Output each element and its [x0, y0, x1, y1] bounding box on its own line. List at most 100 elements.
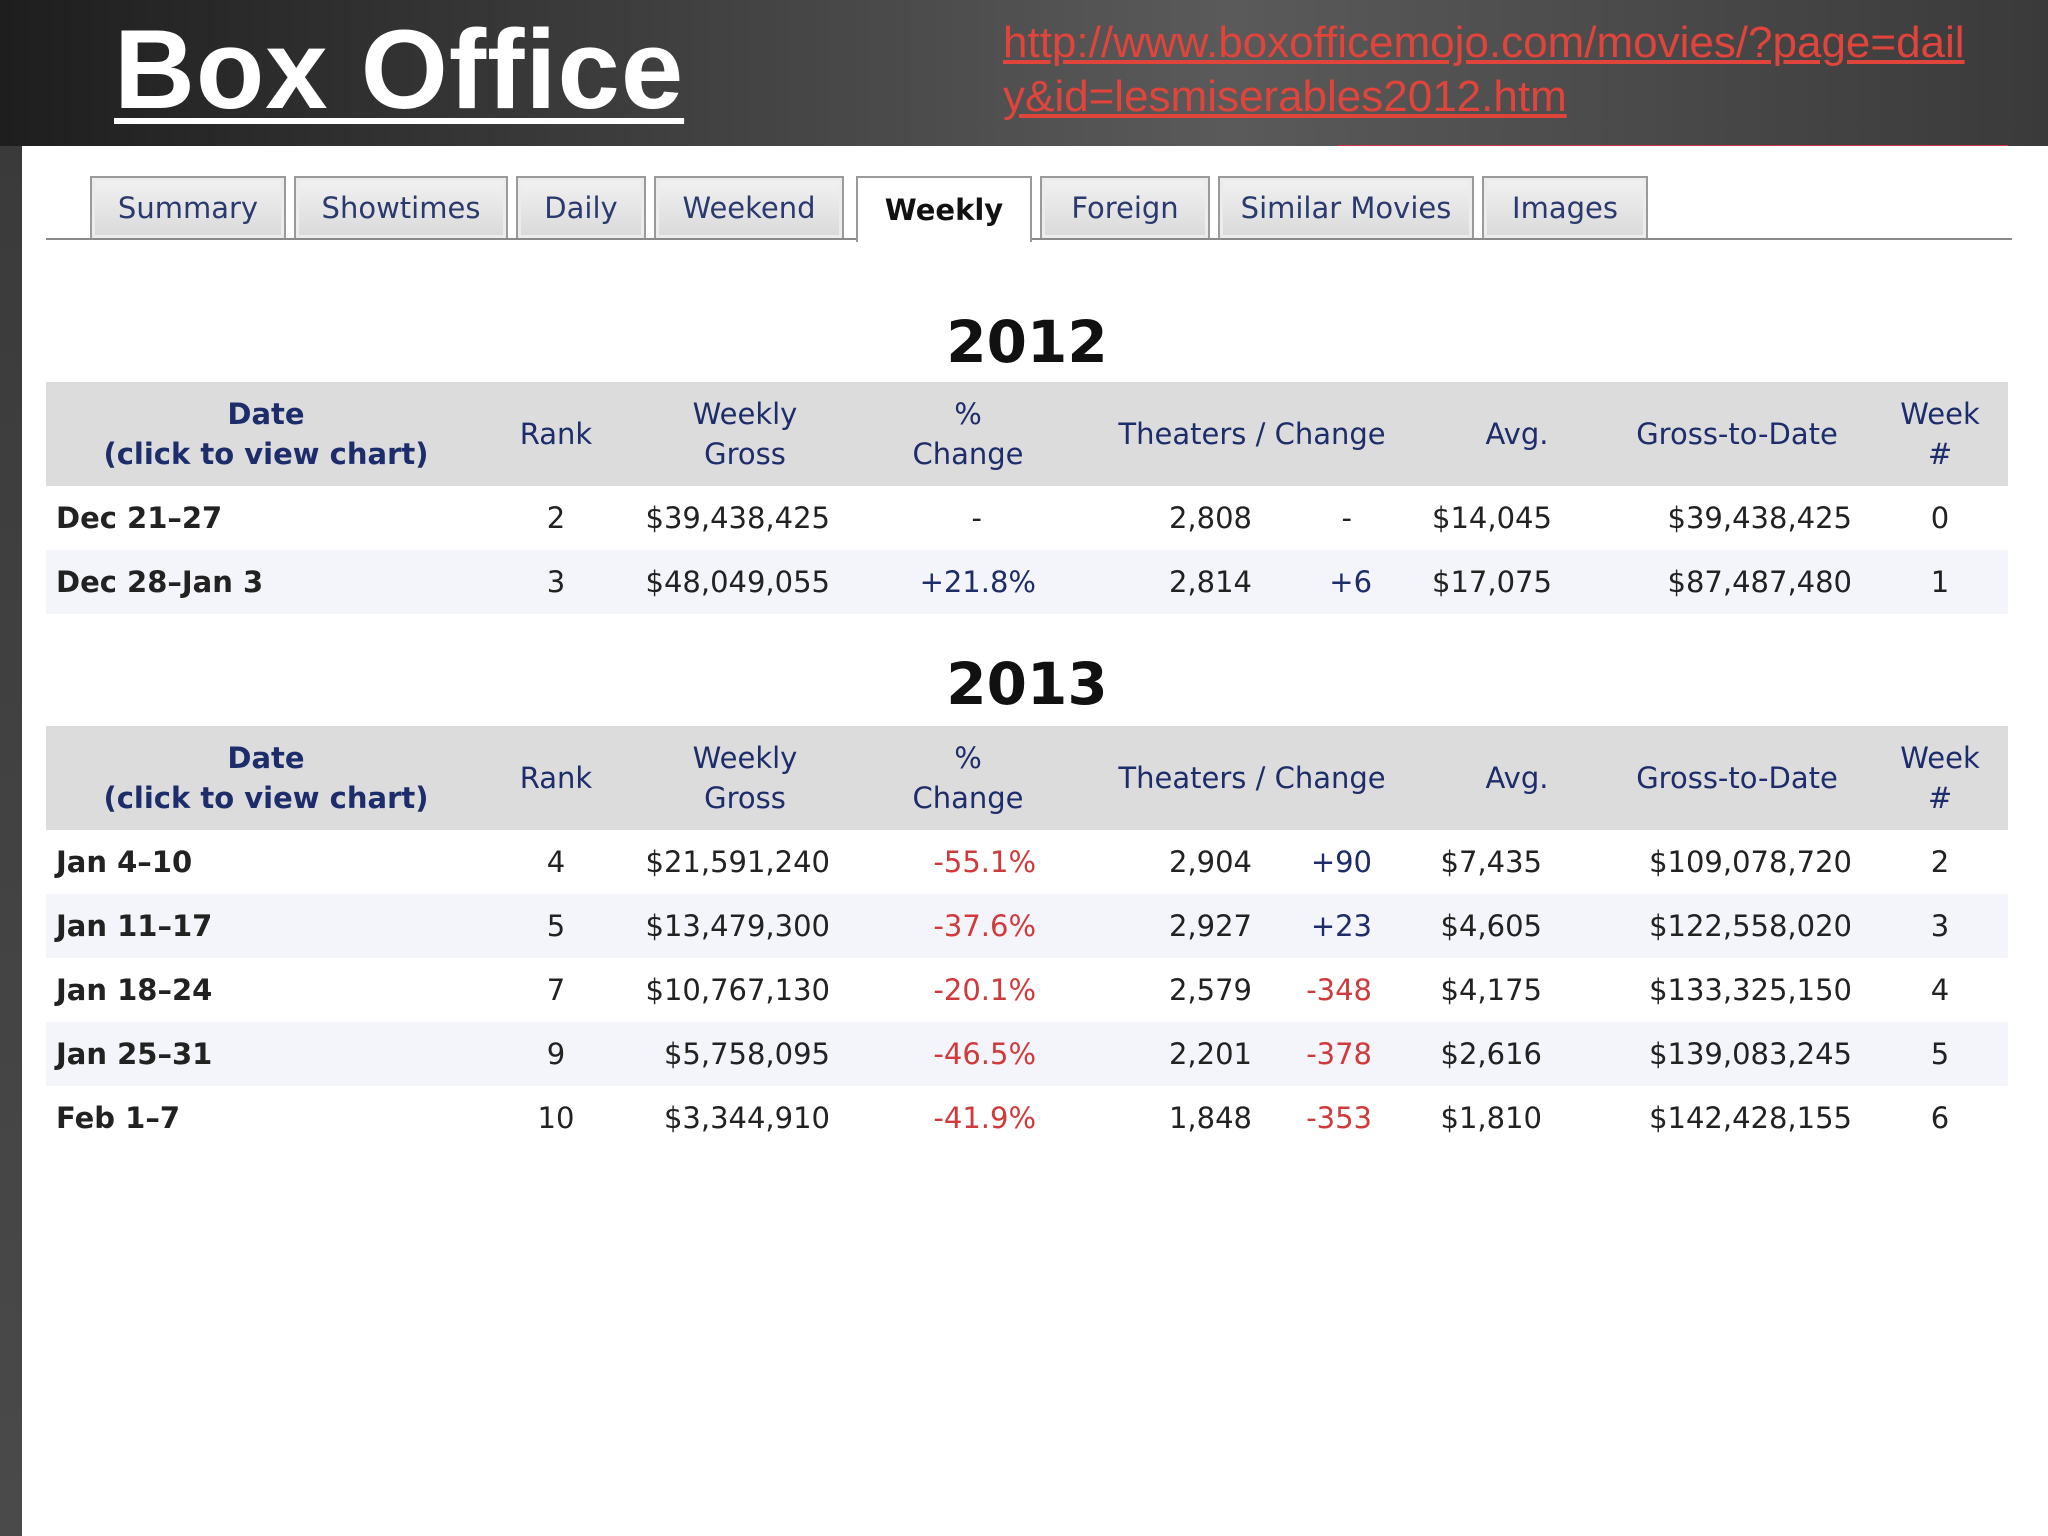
row-theater-change: -348 [1306, 973, 1373, 1007]
tab-daily[interactable]: Daily [516, 176, 646, 238]
row-week-number: 0 [1930, 501, 1950, 535]
row-avg: $4,175 [1440, 973, 1543, 1007]
row-week-number: 2 [1930, 845, 1950, 879]
tab-weekly[interactable]: Weekly [856, 176, 1032, 242]
col-header-avg: Avg. [1485, 417, 1549, 451]
col-header-avg: Avg. [1485, 761, 1549, 795]
tab-weekend[interactable]: Weekend [654, 176, 844, 238]
row-rank: 10 [537, 1101, 575, 1135]
row-rank: 3 [546, 565, 566, 599]
col-header-weekly-gross: Weekly Gross [692, 397, 798, 471]
row-rank: 2 [546, 501, 566, 535]
year-heading-2013: 2013 [946, 650, 1108, 718]
row-theaters: 2,814 [1168, 565, 1252, 599]
col-header-week-number: Week # [1900, 397, 1980, 471]
tab-showtimes[interactable]: Showtimes [294, 176, 508, 238]
row-theaters: 2,579 [1168, 973, 1252, 1007]
boxoffice-screenshot: Summary Showtimes Daily Weekend Weekly F… [22, 146, 2048, 1536]
row-gross-to-date: $122,558,020 [1649, 909, 1853, 943]
row-week-number: 4 [1930, 973, 1950, 1007]
table-row: Jan 11–17 5 $13,479,300 -37.6% 2,927 +23… [46, 894, 2009, 958]
row-theaters: 1,848 [1168, 1101, 1252, 1135]
row-theaters: 2,904 [1168, 845, 1252, 879]
col-header-weekly-gross: Weekly Gross [692, 741, 798, 815]
row-theater-change: +90 [1310, 845, 1373, 879]
col-header-pct-change: % Change [912, 397, 1024, 471]
weekly-table-2012: Date (click to view chart) Rank Weekly Gro… [46, 382, 2009, 614]
table-row: Jan 18–24 7 $10,767,130 -20.1% 2,579 -34… [46, 958, 2008, 1022]
row-week-number: 6 [1930, 1101, 1950, 1135]
col-header-gross-to-date: Gross-to-Date [1636, 761, 1838, 795]
col-header-rank: Rank [519, 417, 593, 451]
row-theaters: 2,808 [1168, 501, 1252, 535]
row-gross-to-date: $109,078,720 [1649, 845, 1853, 879]
row-weekly-gross: $10,767,130 [645, 973, 831, 1007]
row-weekly-gross: $39,438,425 [645, 501, 831, 535]
row-gross-to-date: $139,083,245 [1649, 1037, 1853, 1071]
slide-header [0, 0, 2048, 146]
row-avg: $2,616 [1440, 1037, 1543, 1071]
col-header-pct-change: % Change [912, 741, 1024, 815]
col-header-date[interactable]: Date (click to view chart) [103, 397, 429, 471]
row-gross-to-date: $39,438,425 [1667, 501, 1853, 535]
tab-images[interactable]: Images [1482, 176, 1648, 238]
row-weekly-gross: $13,479,300 [645, 909, 831, 943]
col-header-week-number: Week # [1900, 741, 1980, 815]
row-date-link[interactable]: Jan 11–17 [56, 909, 213, 943]
tab-foreign[interactable]: Foreign [1040, 176, 1210, 238]
row-theater-change: -378 [1306, 1037, 1373, 1071]
col-header-theaters: Theaters / Change [1118, 417, 1386, 451]
row-date-link[interactable]: Jan 4–10 [56, 845, 193, 879]
row-theater-change: +6 [1329, 565, 1373, 599]
table-row: Jan 4–10 4 $21,591,240 -55.1% 2,904 +90 … [46, 830, 2008, 894]
row-avg: $7,435 [1440, 845, 1543, 879]
row-theater-change: +23 [1310, 909, 1373, 943]
row-weekly-gross: $48,049,055 [645, 565, 831, 599]
row-rank: 7 [546, 973, 566, 1007]
row-date-link[interactable]: Feb 1–7 [56, 1101, 181, 1135]
row-date-link[interactable]: Jan 18–24 [56, 973, 213, 1007]
row-week-number: 5 [1930, 1037, 1950, 1071]
row-avg: $1,810 [1440, 1101, 1543, 1135]
col-header-rank: Rank [519, 761, 593, 795]
slide-title: Box Office [114, 7, 685, 132]
tab-similar-movies[interactable]: Similar Movies [1218, 176, 1474, 238]
row-theaters: 2,201 [1168, 1037, 1252, 1071]
row-week-number: 3 [1930, 909, 1950, 943]
row-pct-change: -55.1% [933, 845, 1036, 879]
row-weekly-gross: $21,591,240 [645, 845, 831, 879]
row-gross-to-date: $142,428,155 [1649, 1101, 1853, 1135]
row-pct-change: -37.6% [933, 909, 1036, 943]
row-pct-change: - [971, 501, 982, 535]
weekly-table-2013: Date (click to view chart) Rank Weekly Gro… [46, 726, 2009, 1150]
tab-summary[interactable]: Summary [90, 176, 286, 238]
row-rank: 4 [546, 845, 566, 879]
table-header-row: Date (click to view chart) Rank Weekly Gro… [46, 382, 2009, 486]
row-pct-change: -46.5% [933, 1037, 1036, 1071]
row-avg: $4,605 [1440, 909, 1543, 943]
row-pct-change: +21.8% [919, 565, 1036, 599]
row-date-link[interactable]: Jan 25–31 [56, 1037, 213, 1071]
row-gross-to-date: $133,325,150 [1649, 973, 1853, 1007]
row-theater-change: - [1341, 501, 1353, 535]
row-date-link[interactable]: Dec 28–Jan 3 [56, 565, 264, 599]
table-row: Dec 28–Jan 3 3 $48,049,055 +21.8% 2,814 … [46, 550, 2009, 614]
row-week-number: 1 [1930, 565, 1950, 599]
row-gross-to-date: $87,487,480 [1667, 565, 1853, 599]
row-avg: $14,045 [1432, 501, 1552, 535]
col-header-date[interactable]: Date (click to view chart) [103, 741, 429, 815]
row-theaters: 2,927 [1168, 909, 1252, 943]
row-date-link[interactable]: Dec 21–27 [56, 501, 223, 535]
row-rank: 9 [546, 1037, 566, 1071]
table-header-row: Date (click to view chart) Rank Weekly Gro… [46, 726, 2009, 830]
table-row: Feb 1–7 10 $3,344,910 -41.9% 1,848 -353 … [46, 1086, 2008, 1150]
row-weekly-gross: $5,758,095 [663, 1037, 830, 1071]
source-link[interactable]: http://www.boxofficemojo.com/movies/?pag… [1003, 18, 1965, 121]
row-pct-change: -41.9% [933, 1101, 1036, 1135]
row-avg: $17,075 [1432, 565, 1552, 599]
col-header-theaters: Theaters / Change [1118, 761, 1386, 795]
table-row: Jan 25–31 9 $5,758,095 -46.5% 2,201 -378… [46, 1022, 2009, 1086]
tab-bar: Summary Showtimes Daily Weekend Weekly F… [46, 176, 2012, 242]
col-header-gross-to-date: Gross-to-Date [1636, 417, 1838, 451]
row-rank: 5 [546, 909, 566, 943]
